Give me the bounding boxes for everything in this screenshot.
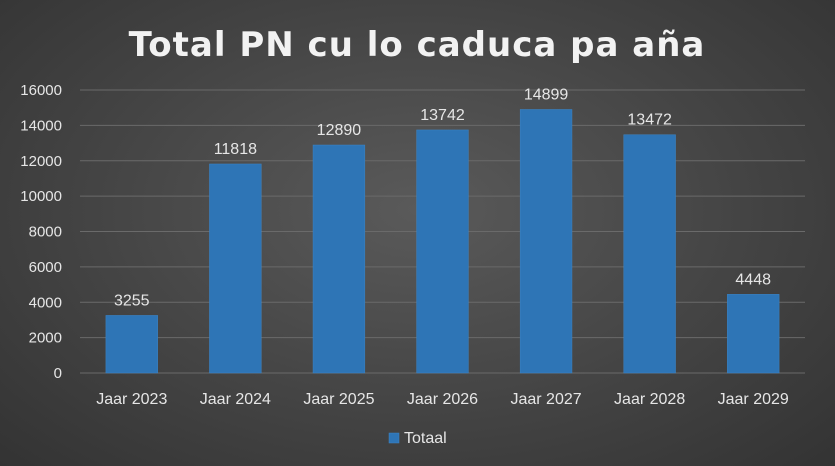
y-tick-label: 12000 <box>20 153 62 170</box>
legend: Totaal <box>388 430 447 447</box>
y-tick-label: 2000 <box>29 330 62 347</box>
y-tick-label: 16000 <box>20 82 62 99</box>
x-category-label: Jaar 2029 <box>718 391 789 408</box>
bar <box>105 315 158 374</box>
y-tick-label: 4000 <box>29 294 62 311</box>
x-category-label: Jaar 2023 <box>96 391 167 408</box>
x-category-label: Jaar 2025 <box>303 391 374 408</box>
bar <box>519 109 573 374</box>
legend-label-totaal: Totaal <box>404 430 447 447</box>
y-tick-label: 0 <box>54 365 62 382</box>
y-tick-label: 10000 <box>20 188 62 205</box>
bar <box>416 129 469 374</box>
data-label: 4448 <box>735 271 771 288</box>
y-tick-label: 8000 <box>29 224 62 241</box>
bars <box>105 109 780 374</box>
data-label: 13472 <box>627 112 672 129</box>
data-label: 3255 <box>114 292 150 309</box>
bar <box>209 163 262 374</box>
data-label: 14899 <box>524 86 569 103</box>
x-category-label: Jaar 2027 <box>510 391 581 408</box>
y-tick-label: 14000 <box>20 117 62 134</box>
data-labels: 3255 11818 12890 13742 14899 13472 4448 <box>114 86 771 309</box>
x-category-label: Jaar 2026 <box>407 391 478 408</box>
chart-title: Total PN cu lo caduca pa aña <box>129 25 706 65</box>
data-label: 12890 <box>317 122 362 139</box>
data-label: 13742 <box>420 107 465 124</box>
bar <box>623 134 676 374</box>
x-category-label: Jaar 2028 <box>614 391 685 408</box>
bar <box>727 294 780 374</box>
y-tick-label: 6000 <box>29 259 62 276</box>
legend-swatch-totaal <box>388 432 400 444</box>
x-axis-categories: Jaar 2023 Jaar 2024 Jaar 2025 Jaar 2026 Jaar… <box>96 391 789 408</box>
bar <box>312 144 366 374</box>
data-label: 11818 <box>214 141 257 158</box>
x-category-label: Jaar 2024 <box>200 391 271 408</box>
y-axis-ticks: 0 2000 4000 6000 8000 10000 12000 14000 16000 <box>20 82 62 382</box>
